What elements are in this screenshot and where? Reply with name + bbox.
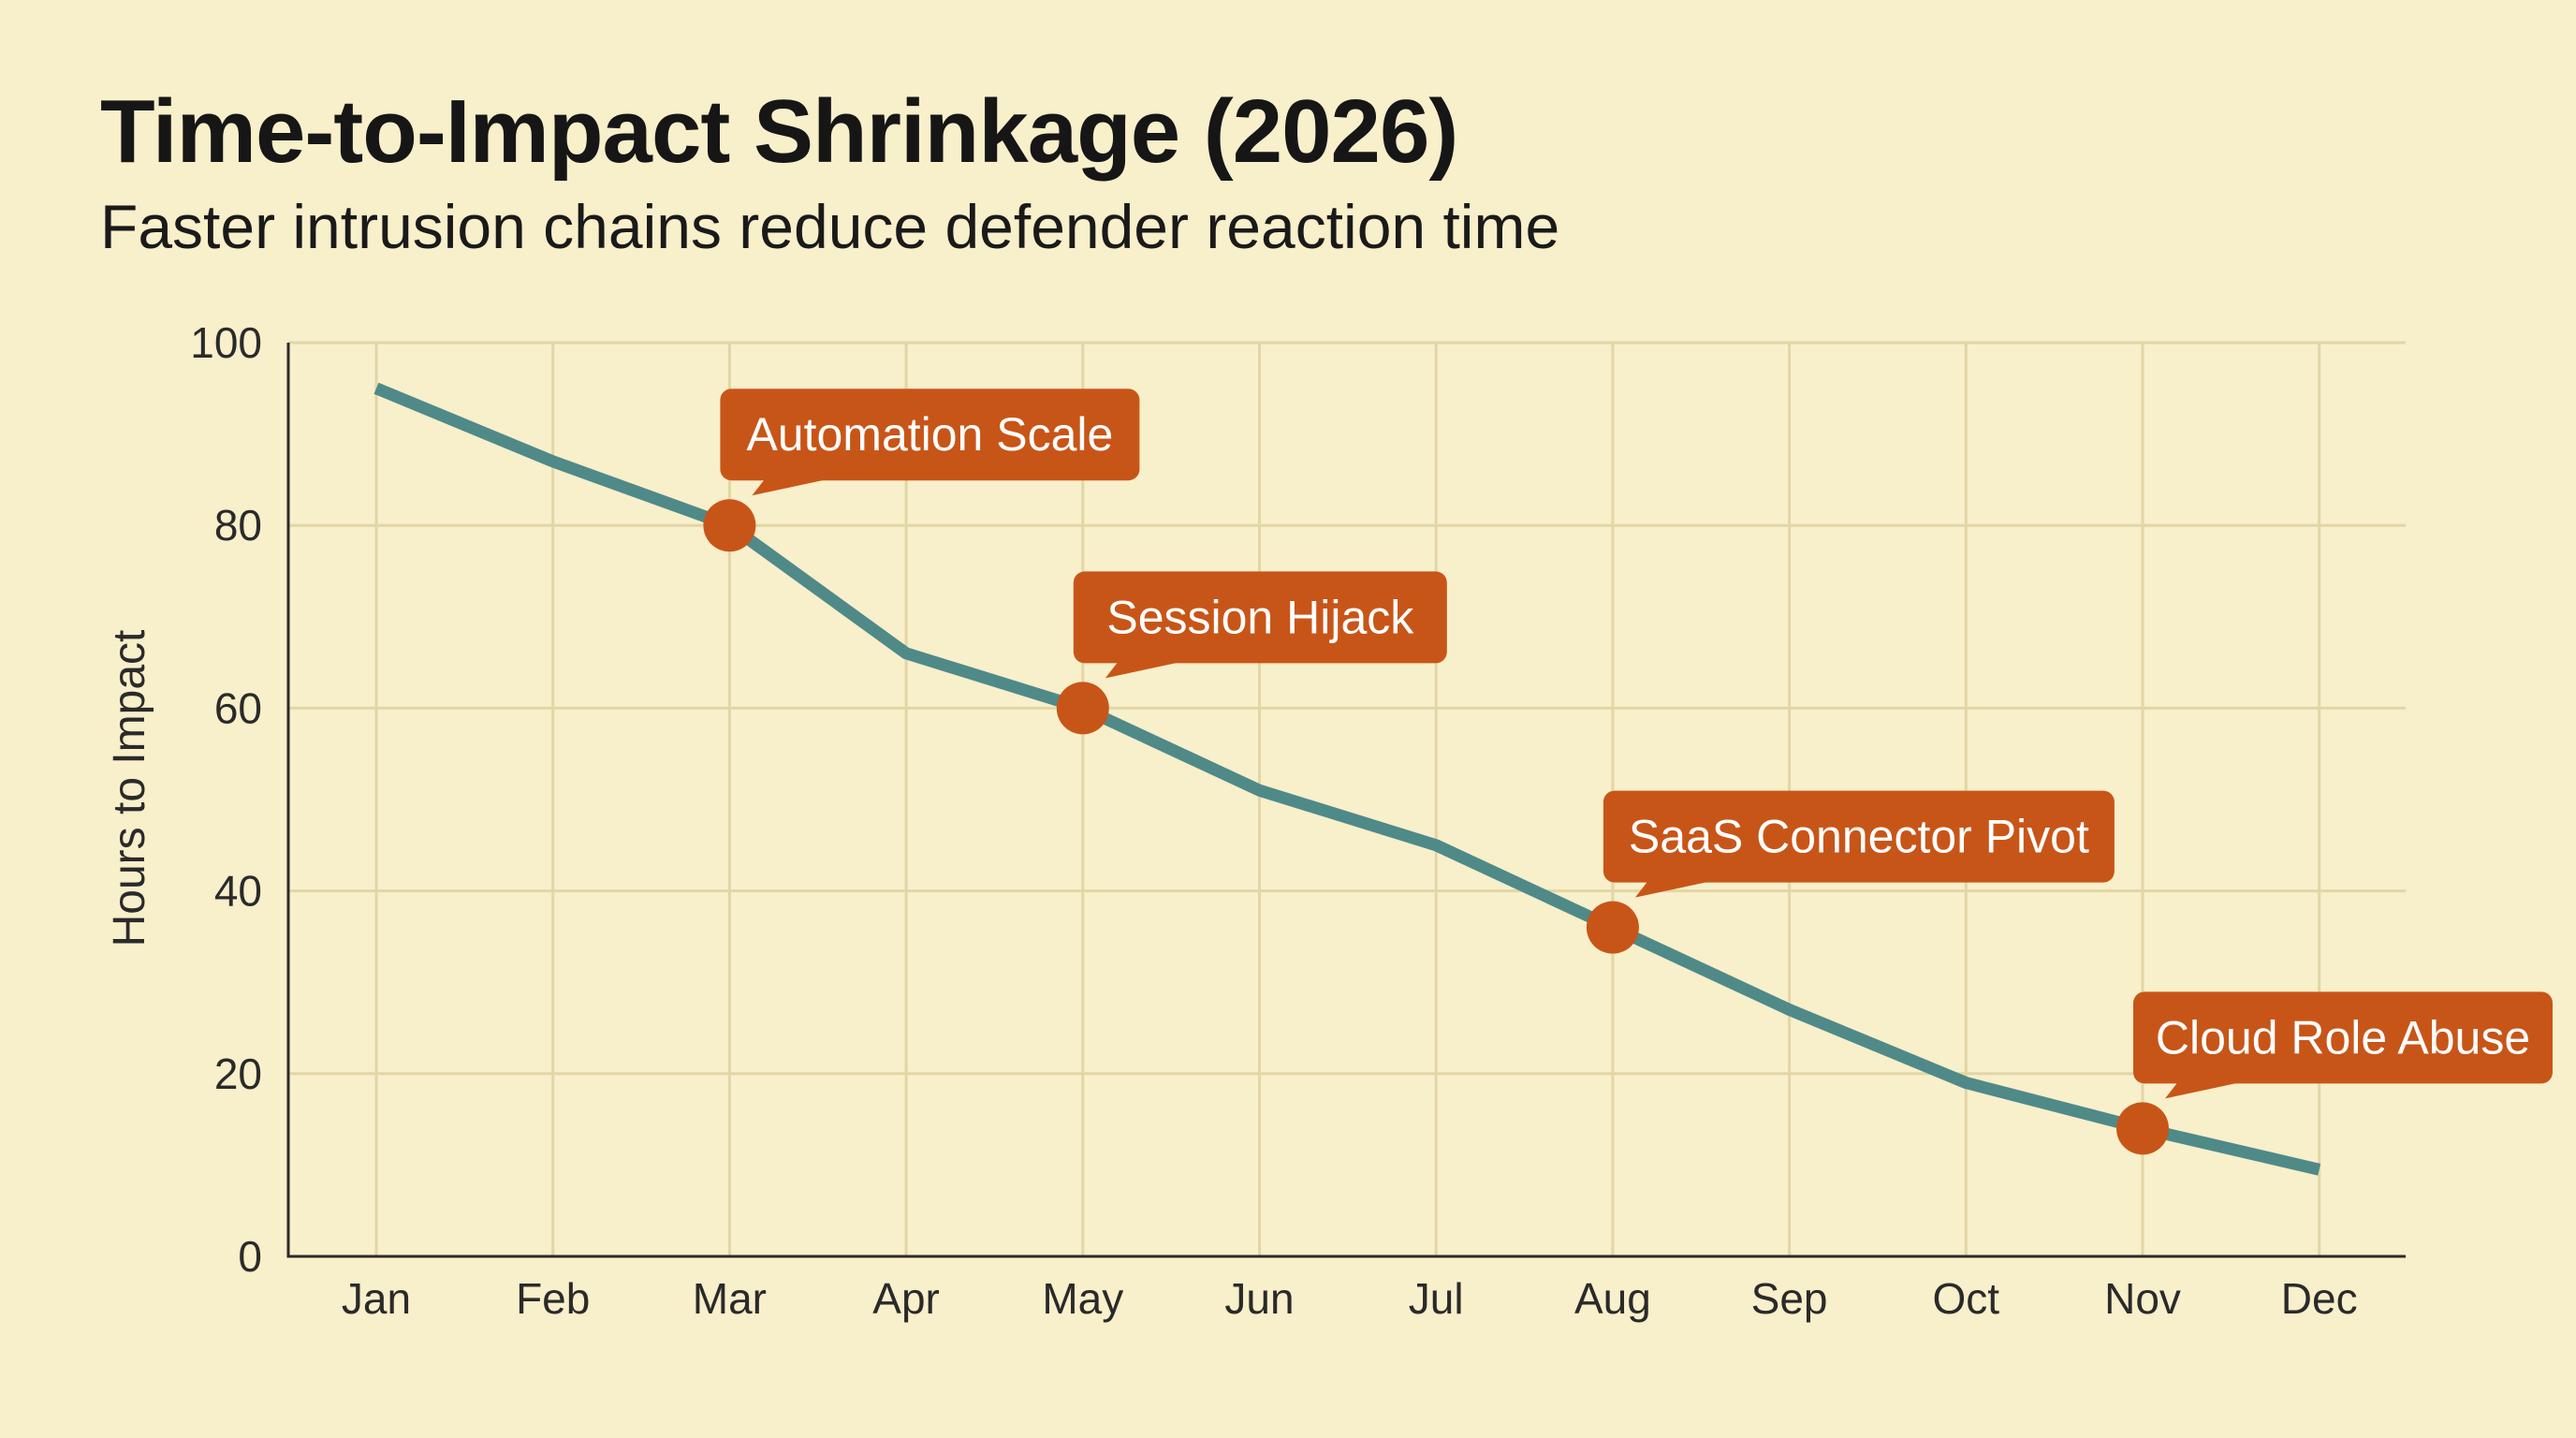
x-tick-label-jun: Jun xyxy=(1224,1274,1294,1323)
axes xyxy=(286,343,2406,1258)
x-tick-label-apr: Apr xyxy=(872,1274,940,1323)
y-axis-ticks: 0 20 40 60 80 100 xyxy=(190,318,262,1281)
x-tick-label-may: May xyxy=(1042,1274,1123,1323)
x-tick-label-jan: Jan xyxy=(342,1274,411,1323)
annotation-automation-scale: Automation Scale xyxy=(703,389,1140,552)
chart-subtitle: Faster intrusion chains reduce defender … xyxy=(100,192,1560,261)
x-tick-label-oct: Oct xyxy=(1933,1274,2000,1323)
callout-label: Automation Scale xyxy=(746,408,1113,461)
callout-pointer xyxy=(2165,1081,2244,1099)
series xyxy=(373,382,2321,1176)
data-marker xyxy=(1056,682,1109,735)
data-marker xyxy=(703,499,756,552)
y-tick-label-40: 40 xyxy=(214,867,262,916)
data-marker xyxy=(1586,901,1639,954)
data-marker xyxy=(2116,1102,2169,1155)
y-tick-label-80: 80 xyxy=(214,501,262,550)
callout-box xyxy=(1603,790,2115,883)
y-tick-label-100: 100 xyxy=(190,318,262,367)
x-tick-label-nov: Nov xyxy=(2104,1274,2181,1323)
x-axis-ticks: Jan Feb Mar Apr May Jun Jul Aug Sep Oct Nov Dec xyxy=(342,1274,2358,1323)
y-tick-label-0: 0 xyxy=(238,1232,262,1281)
callout-pointer xyxy=(1634,880,1714,898)
y-tick-label-20: 20 xyxy=(214,1049,262,1098)
chart-title: Time-to-Impact Shrinkage (2026) xyxy=(100,81,1458,182)
x-tick-label-feb: Feb xyxy=(516,1274,590,1323)
annotation-session-hijack: Session Hijack xyxy=(1056,571,1447,735)
callout-box xyxy=(1073,571,1447,664)
annotation-saas-connector-pivot: SaaS Connector Pivot xyxy=(1586,790,2115,954)
x-tick-label-sep: Sep xyxy=(1751,1274,1828,1323)
callout-box xyxy=(2133,991,2553,1084)
callout-pointer xyxy=(1105,661,1184,679)
x-tick-label-mar: Mar xyxy=(693,1274,767,1323)
callout-label: Session Hijack xyxy=(1106,591,1414,643)
callout-label: Cloud Role Abuse xyxy=(2156,1011,2530,1064)
x-tick-label-dec: Dec xyxy=(2281,1274,2358,1323)
annotation-cloud-role-abuse: Cloud Role Abuse xyxy=(2116,991,2553,1155)
x-tick-label-aug: Aug xyxy=(1574,1274,1651,1323)
series-line-1 xyxy=(373,382,2321,1176)
callout-label: SaaS Connector Pivot xyxy=(1629,811,2089,863)
y-axis-title: Hours to Impact xyxy=(105,630,154,947)
annotations: Automation Scale Session Hijack SaaS Conne… xyxy=(703,389,2553,1155)
y-tick-label-60: 60 xyxy=(214,683,262,732)
callout-pointer xyxy=(752,478,831,496)
x-tick-label-jul: Jul xyxy=(1409,1274,1464,1323)
callout-box xyxy=(720,389,1140,481)
